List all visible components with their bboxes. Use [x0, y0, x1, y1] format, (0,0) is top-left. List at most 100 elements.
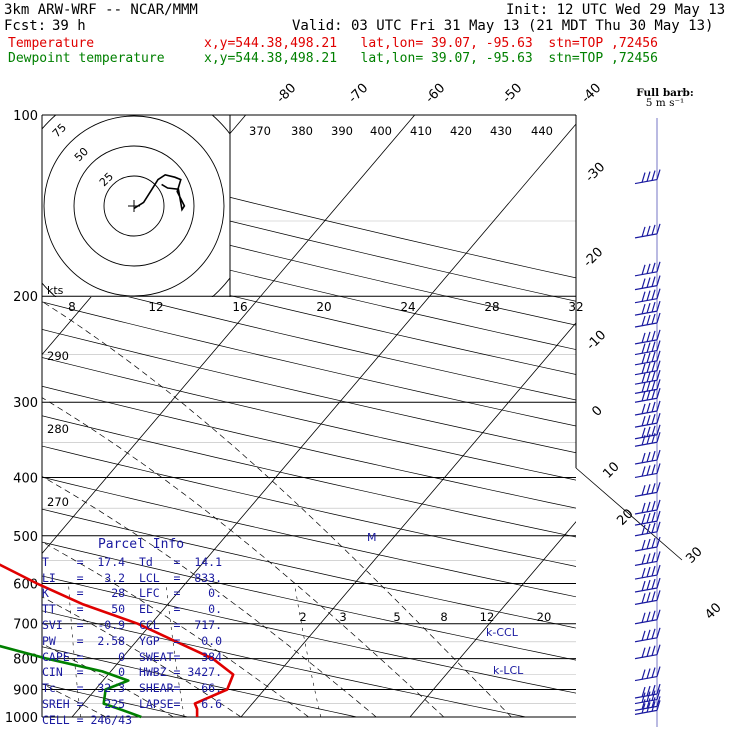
barb-flag: [646, 523, 651, 534]
barb-flag: [641, 630, 646, 641]
temperature-tick-label: 8: [68, 300, 76, 314]
parcel-row: T = 17.4 Td = 14.1: [42, 555, 240, 571]
barb-flag: [641, 332, 646, 344]
barb-flag: [651, 351, 656, 362]
barb-flag: [646, 512, 651, 524]
isotherm-label: 0: [589, 403, 605, 419]
barb-flag: [651, 552, 656, 563]
barb-flag: [651, 667, 656, 678]
wind-barb: [634, 329, 661, 345]
barb-flag: [656, 590, 661, 601]
parcel-row: TT = 50 EL = 0.: [42, 602, 240, 618]
parcel-param-right: SHEAR= 66.: [125, 681, 223, 696]
slant-edge: [575, 467, 683, 561]
barb-flag: [646, 566, 651, 578]
mixing-ratio-label: 5: [393, 610, 400, 624]
theta-label: 400: [370, 124, 392, 138]
barb-flag: [656, 564, 661, 576]
barb-flag: [646, 290, 651, 301]
barb-shaft: [634, 574, 658, 580]
parcel-info-panel: Parcel Info T = 17.4 Td = 14.1 LI = 3.2 L…: [42, 537, 240, 727]
barb-shaft: [634, 388, 658, 394]
wind-barb: [634, 412, 661, 428]
barb-flag: [646, 629, 651, 640]
theta-label: 420: [450, 124, 472, 138]
barb-flag: [641, 452, 646, 464]
wind-barbs: [634, 118, 661, 727]
model-title: 3km ARW-WRF -- NCAR/MMM: [4, 2, 198, 18]
barb-flag: [641, 524, 646, 535]
parcel-param-left: K = 28: [42, 586, 126, 601]
barb-flag: [651, 628, 656, 639]
isotherm-line: [240, 322, 576, 718]
barb-flag: [641, 703, 646, 714]
barb-flag: [646, 263, 651, 275]
barb-flag: [656, 689, 661, 700]
barb-flag: [651, 578, 656, 590]
wind-barb: [634, 424, 661, 440]
barb-shaft: [634, 339, 658, 345]
barb-shaft: [634, 379, 658, 385]
parcel-param-right: HWBZ = 3427.: [125, 665, 223, 680]
barb-flag: [646, 465, 651, 476]
parcel-param-left: SREH = 225: [42, 696, 126, 711]
wind-barb: [634, 432, 661, 447]
barb-flag: [641, 226, 646, 238]
barb-shaft: [634, 619, 658, 625]
wind-barb: [634, 683, 661, 699]
barb-flag: [641, 403, 646, 415]
barb-flag: [656, 499, 661, 511]
parcel-param-right: CCL = 717.: [125, 617, 223, 632]
barb-flag: [651, 170, 656, 181]
barb-flag: [656, 424, 661, 435]
isotherm-label: 30: [683, 544, 705, 566]
barb-shaft: [634, 546, 658, 552]
parcel-param-left: PW = 2.58: [42, 633, 126, 648]
barb-flag: [656, 329, 661, 341]
moist-adiabat: [42, 301, 512, 718]
dry-adiabat: [42, 476, 576, 598]
barb-shaft: [634, 360, 658, 366]
barb-flag: [646, 451, 651, 463]
barb-flag: [651, 464, 656, 475]
parcel-cell: CELL = 246/43: [42, 712, 133, 727]
parcel-param-left: TT = 50: [42, 602, 126, 617]
barb-shaft: [634, 370, 658, 376]
ccl-marker: k-CCL: [486, 626, 519, 639]
wind-barb: [634, 482, 661, 497]
barb-flag: [641, 612, 646, 623]
theta-label: 390: [331, 124, 353, 138]
barb-flag: [641, 391, 646, 402]
barb-flag: [651, 330, 656, 342]
lcl-marker: k-LCL: [493, 664, 524, 677]
wind-barb: [634, 644, 661, 660]
barb-key-label: Full barb:: [636, 87, 693, 99]
barb-flag: [651, 361, 656, 372]
wind-barb: [634, 449, 661, 465]
parcel-row: Tc = 32.3 SHEAR= 66.: [42, 681, 240, 697]
barb-flag: [656, 683, 661, 695]
barb-flag: [651, 301, 656, 313]
barb-flag: [641, 686, 646, 698]
theta-label: 380: [291, 124, 313, 138]
wind-barb: [634, 360, 661, 376]
forecast-hour: 39 h: [52, 18, 86, 34]
hodograph-trace: [133, 173, 186, 212]
dewpoint-legend-label: Dewpoint temperature: [8, 51, 165, 66]
barb-shaft: [634, 560, 658, 566]
barb-flag: [651, 276, 656, 287]
barb-flag: [641, 485, 646, 496]
barb-flag: [646, 501, 651, 513]
barb-flag: [641, 291, 646, 302]
barb-shaft: [634, 434, 658, 440]
barb-flag: [641, 554, 646, 565]
isotherm-line: [71, 123, 576, 718]
barb-flag: [646, 579, 651, 591]
barb-flag: [651, 591, 656, 602]
dewpoint-profile: [0, 644, 142, 719]
dry-adiabat: [42, 445, 576, 567]
parcel-param-right: LAPSE= 6.6: [125, 696, 223, 711]
hodograph-ring: [103, 175, 165, 237]
barb-flag: [641, 172, 646, 183]
barb-flag: [646, 342, 651, 353]
